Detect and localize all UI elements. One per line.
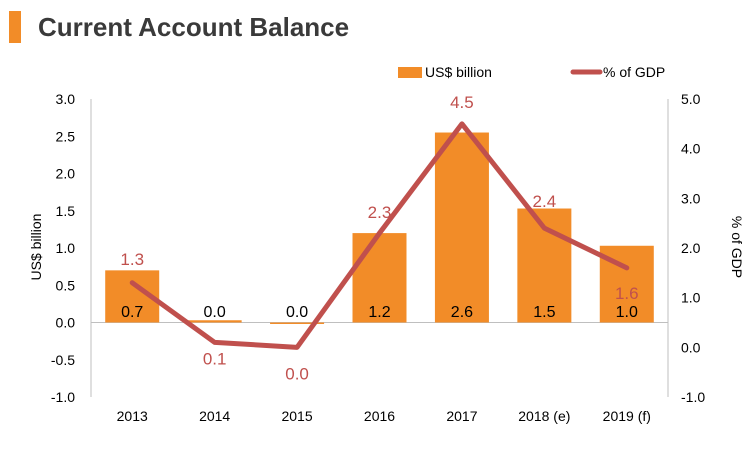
bar-4 xyxy=(434,132,489,323)
x-tick-label: 2015 xyxy=(281,408,312,424)
legend-bar-label: US$ billion xyxy=(425,64,492,80)
bar-3 xyxy=(352,233,407,323)
gdp-value-label: 0.0 xyxy=(285,364,309,383)
y-tick-label: 1.0 xyxy=(56,240,76,256)
bar-value-label: 1.5 xyxy=(533,304,555,321)
bar-2 xyxy=(270,322,325,324)
y2-tick-label: 3.0 xyxy=(681,190,701,206)
gdp-value-label: 1.3 xyxy=(120,250,144,269)
y-tick-label: 2.5 xyxy=(56,128,76,144)
y2-axis-title: % of GDP xyxy=(729,216,745,278)
gdp-value-label: 2.3 xyxy=(368,203,392,222)
bar-value-label: 0.0 xyxy=(286,304,308,321)
x-tick-label: 2018 (e) xyxy=(518,408,570,424)
x-tick-label: 2019 (f) xyxy=(603,408,651,424)
gdp-value-label: 1.6 xyxy=(615,284,639,303)
y2-tick-label: 4.0 xyxy=(681,141,701,157)
legend-bar-swatch xyxy=(398,67,422,78)
y-tick-label: -1.0 xyxy=(51,389,75,405)
y-tick-label: 1.5 xyxy=(56,203,76,219)
gdp-value-label: 4.5 xyxy=(450,93,474,112)
bar-value-label: 1.0 xyxy=(616,304,638,321)
bar-value-label: 0.0 xyxy=(204,304,226,321)
y2-tick-label: 1.0 xyxy=(681,290,701,306)
gdp-series-line xyxy=(129,121,630,350)
bar-value-label: 2.6 xyxy=(451,304,473,321)
y2-tick-label: 0.0 xyxy=(681,339,701,355)
title-accent-bar xyxy=(9,11,21,43)
bar-1 xyxy=(187,320,242,323)
gdp-value-label: 0.1 xyxy=(203,349,227,368)
y2-tick-label: -1.0 xyxy=(681,389,705,405)
x-tick-label: 2016 xyxy=(364,408,395,424)
bar-value-label: 1.2 xyxy=(368,304,390,321)
chart-title: Current Account Balance xyxy=(38,12,350,42)
x-tick-label: 2014 xyxy=(199,408,230,424)
y-tick-label: 3.0 xyxy=(56,91,76,107)
x-tick-label: 2013 xyxy=(117,408,148,424)
gdp-value-label: 2.4 xyxy=(533,192,557,211)
y-axis-title: US$ billion xyxy=(28,214,44,281)
y-tick-label: 0.5 xyxy=(56,277,76,293)
y-tick-label: 0.0 xyxy=(56,315,76,331)
y2-tick-label: 5.0 xyxy=(681,91,701,107)
y-tick-label: 2.0 xyxy=(56,166,76,182)
y2-tick-label: 2.0 xyxy=(681,240,701,256)
y-tick-label: -0.5 xyxy=(51,352,75,368)
legend-line-label: % of GDP xyxy=(603,64,665,80)
bar-value-label: 0.7 xyxy=(121,304,143,321)
x-tick-label: 2017 xyxy=(446,408,477,424)
